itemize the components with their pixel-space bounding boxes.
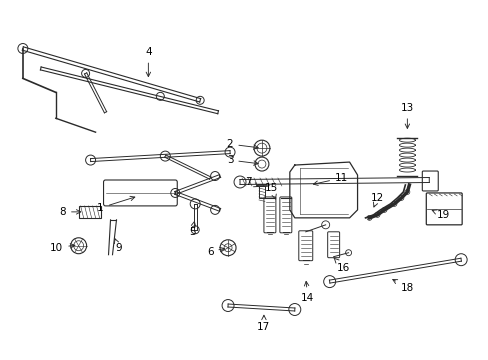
Text: 19: 19	[431, 210, 449, 220]
Text: 17: 17	[257, 315, 270, 332]
Text: 1: 1	[97, 196, 135, 213]
Text: 13: 13	[400, 103, 413, 129]
Text: 6: 6	[206, 247, 224, 257]
Text: 11: 11	[313, 173, 347, 185]
Text: 15: 15	[264, 183, 278, 199]
Text: 3: 3	[226, 155, 258, 165]
Bar	[259, 186, 264, 198]
Text: 8: 8	[59, 207, 81, 217]
Text: 9: 9	[114, 239, 122, 253]
Text: 16: 16	[333, 258, 349, 273]
Text: 12: 12	[370, 193, 384, 207]
Text: 18: 18	[392, 279, 413, 293]
Text: 14: 14	[301, 282, 314, 302]
Text: 10: 10	[50, 243, 75, 253]
Bar	[79, 206, 101, 218]
Text: 7: 7	[244, 177, 258, 187]
Text: 2: 2	[226, 139, 258, 149]
Text: 4: 4	[145, 48, 151, 77]
Text: 5: 5	[188, 221, 195, 237]
